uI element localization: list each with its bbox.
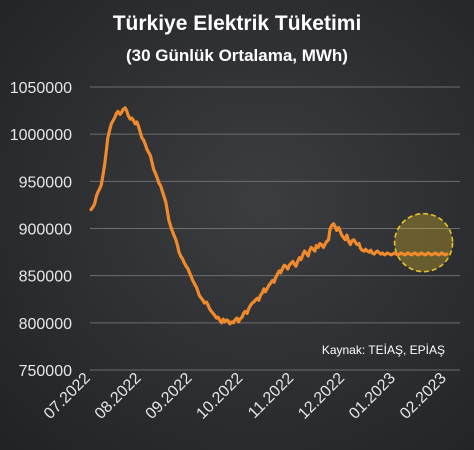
- series-layer: [89, 106, 449, 326]
- y-tick-label: 1000000: [10, 127, 72, 144]
- y-tick-label: 750000: [19, 363, 72, 380]
- x-tick-label: 10.2022: [193, 370, 246, 423]
- series-line: [89, 106, 449, 326]
- y-tick-label: 850000: [19, 269, 72, 286]
- y-tick-label: 1050000: [10, 80, 72, 97]
- source-note: Kaynak: TEİAŞ, EPİAŞ: [322, 343, 445, 357]
- x-tick-label: 08.2022: [92, 370, 145, 423]
- y-tick-label: 900000: [19, 222, 72, 239]
- highlight-circle: [393, 212, 454, 273]
- highlight-layer: [393, 212, 454, 273]
- chart-subtitle: (30 Günlük Ortalama, MWh): [126, 46, 348, 65]
- x-tick-label: 02.2023: [397, 370, 450, 423]
- x-tick-label: 12.2022: [295, 370, 348, 423]
- x-axis-ticks: 07.202208.202209.202210.202211.202212.20…: [41, 370, 450, 423]
- y-axis-ticks: 1050000 1000000 950000 900000 850000 800000 75…: [10, 80, 72, 380]
- x-tick-label: 01.2023: [346, 370, 399, 423]
- y-tick-label: 950000: [19, 174, 72, 191]
- x-tick-label: 11.2022: [245, 370, 297, 422]
- chart-title: Türkiye Elektrik Tüketimi: [113, 12, 362, 35]
- y-tick-label: 800000: [19, 316, 72, 333]
- x-tick-label: 09.2022: [143, 370, 196, 423]
